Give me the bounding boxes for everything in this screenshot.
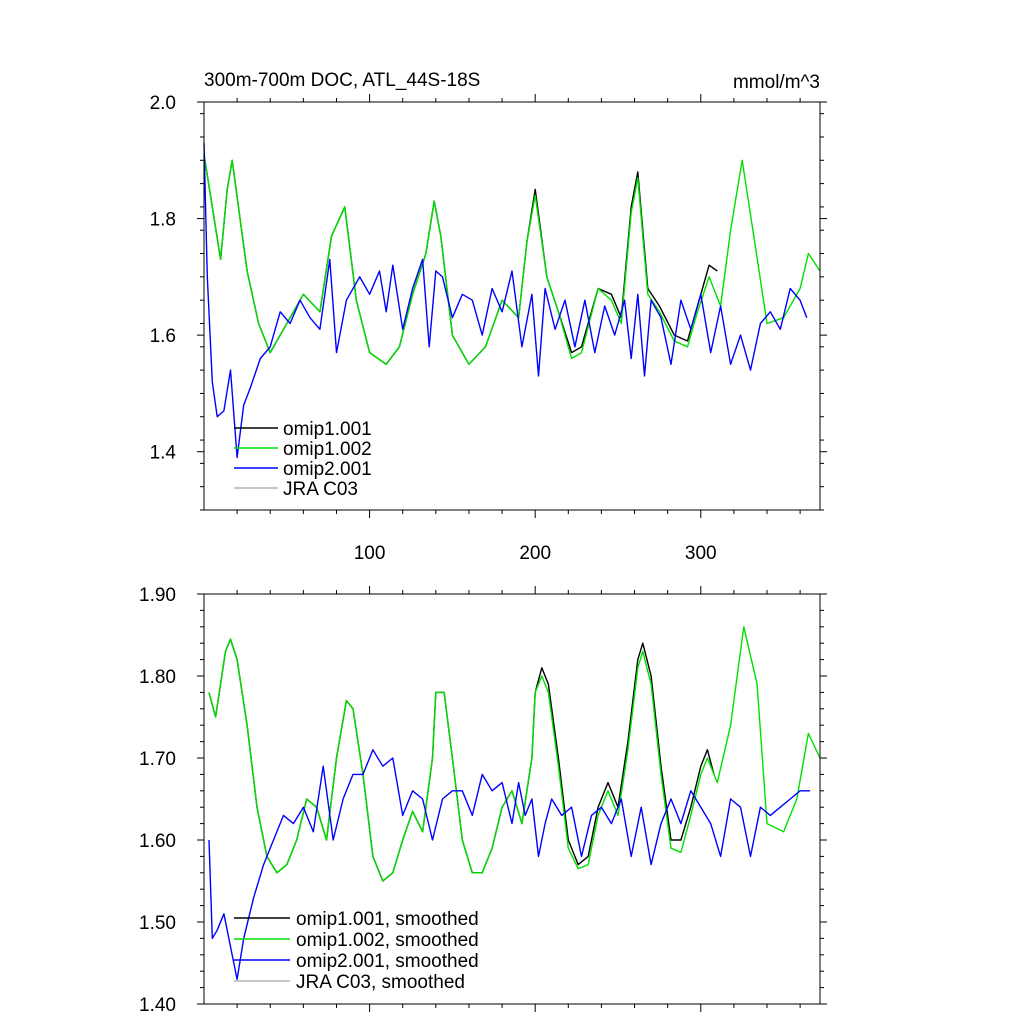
- legend-label: omip2.001: [283, 459, 372, 480]
- chart-title: 300m-700m DOC, ATL_44S-18S: [204, 70, 480, 91]
- x-tick-label: 300: [685, 543, 717, 564]
- bottom-panel: 1.40 1.50 1.60 1.70 1.80 1.90 omip1.001, smoo…: [139, 585, 827, 1016]
- legend-label: omip1.002: [283, 439, 372, 460]
- series-line-2: [203, 142, 808, 459]
- y-tick-label: 1.40: [139, 995, 176, 1016]
- series-group: [208, 626, 821, 981]
- y-tick-label: 2.0: [150, 93, 176, 114]
- series-line-2: [208, 749, 811, 981]
- y-tick-label: 1.60: [139, 831, 176, 852]
- plot-frame: [203, 101, 821, 511]
- legend-label: omip1.001, smoothed: [296, 909, 479, 930]
- y-tick-label: 1.4: [150, 443, 177, 464]
- x-tick-label: 100: [354, 543, 386, 564]
- series-line-1: [208, 626, 821, 882]
- legend-label: omip1.002, smoothed: [296, 930, 479, 951]
- legend-label: JRA C03, smoothed: [296, 972, 465, 993]
- y-tick-label: 1.70: [139, 749, 176, 770]
- series-line-1: [203, 154, 821, 365]
- tick-group: 1.4 1.6 1.8 2.0 100 200 300: [150, 93, 827, 564]
- tick-group: 1.40 1.50 1.60 1.70 1.80 1.90: [139, 585, 827, 1016]
- series-group: [203, 142, 821, 459]
- top-panel: 300m-700m DOC, ATL_44S-18S mmol/m^3 1.41…: [150, 70, 827, 564]
- legend-label: omip1.001: [283, 419, 372, 440]
- legend-label: JRA C03: [283, 479, 358, 500]
- x-tick-label: 200: [519, 543, 551, 564]
- chart-units: mmol/m^3: [733, 72, 820, 93]
- y-tick-label: 1.6: [150, 326, 176, 347]
- y-tick-label: 1.8: [150, 210, 176, 231]
- y-tick-label: 1.90: [139, 585, 176, 606]
- y-tick-label: 1.50: [139, 913, 176, 934]
- y-tick-label: 1.80: [139, 667, 176, 688]
- plot-frame: [203, 593, 821, 1005]
- series-line-0: [208, 638, 715, 882]
- legend-label: omip2.001, smoothed: [296, 951, 479, 972]
